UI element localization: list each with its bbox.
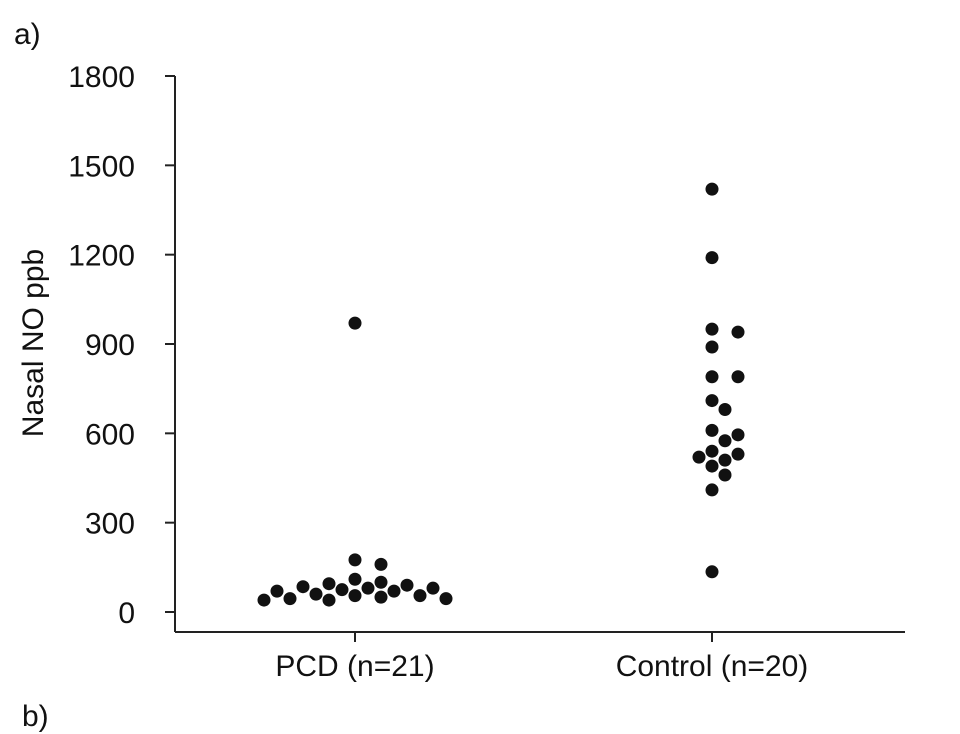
data-point-pcd	[361, 581, 375, 595]
chart-axes	[174, 76, 905, 633]
data-point-pcd	[348, 589, 362, 603]
data-point-pcd	[374, 575, 388, 589]
data-point-control	[705, 370, 719, 384]
data-point-pcd	[322, 577, 336, 591]
y-tick-label: 300	[85, 508, 135, 541]
y-tick-label: 0	[118, 597, 135, 630]
data-point-pcd	[400, 578, 414, 592]
data-point-control	[705, 459, 719, 473]
data-point-pcd	[387, 584, 401, 598]
data-point-control	[731, 428, 745, 442]
data-point-control	[705, 423, 719, 437]
data-point-control	[718, 468, 732, 482]
data-point-pcd	[322, 593, 336, 607]
data-point-pcd	[283, 592, 297, 606]
data-point-control	[705, 565, 719, 579]
data-point-control	[705, 340, 719, 354]
data-point-pcd	[374, 557, 388, 571]
x-tick-label: PCD (n=21)	[275, 650, 434, 683]
data-point-pcd	[439, 592, 453, 606]
data-point-pcd	[348, 316, 362, 330]
data-point-pcd	[296, 580, 310, 594]
data-point-pcd	[309, 587, 323, 601]
data-points	[257, 182, 745, 607]
data-point-control	[718, 403, 732, 417]
x-tick-label: Control (n=20)	[616, 650, 809, 683]
data-point-pcd	[270, 584, 284, 598]
data-point-control	[705, 444, 719, 458]
data-point-control	[705, 182, 719, 196]
data-point-control	[705, 322, 719, 336]
x-ticks: PCD (n=21) Control (n=20)	[275, 632, 808, 683]
data-point-control	[731, 447, 745, 461]
data-point-pcd	[426, 581, 440, 595]
y-tick-label: 1800	[68, 61, 135, 94]
y-tick-label: 1500	[68, 150, 135, 183]
y-tick-label: 1200	[68, 240, 135, 273]
y-tick-label: 900	[85, 329, 135, 362]
data-point-control	[718, 434, 732, 448]
data-point-pcd	[348, 553, 362, 567]
data-point-pcd	[335, 583, 349, 597]
data-point-pcd	[257, 593, 271, 607]
panel-label-a: a)	[14, 18, 41, 51]
y-ticks: 0 300 600 900 1200 1500 1800	[68, 61, 175, 630]
data-point-pcd	[348, 572, 362, 586]
y-tick-label: 600	[85, 418, 135, 451]
data-point-control	[731, 370, 745, 384]
data-point-control	[718, 453, 732, 467]
data-point-control	[692, 450, 706, 464]
y-axis-title: Nasal NO ppb	[17, 249, 50, 437]
data-point-pcd	[413, 589, 427, 603]
data-point-control	[705, 251, 719, 265]
data-point-control	[705, 394, 719, 408]
panel-label-b: b)	[22, 700, 49, 733]
data-point-control	[731, 325, 745, 339]
data-point-pcd	[374, 590, 388, 604]
data-point-control	[705, 483, 719, 497]
